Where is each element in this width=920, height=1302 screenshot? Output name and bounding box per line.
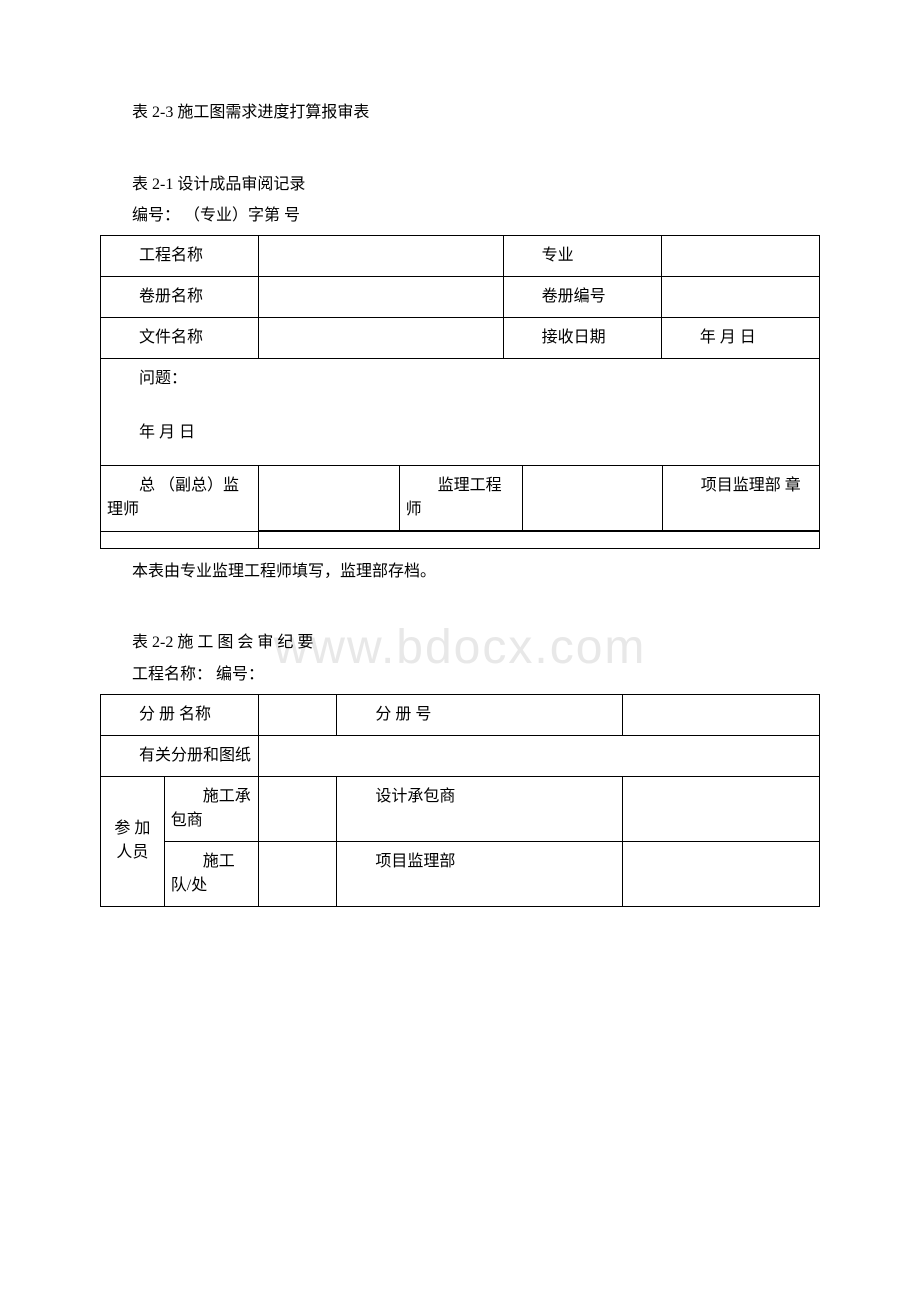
t2-r3c3 <box>258 776 337 841</box>
t1-r6c2 <box>259 531 820 548</box>
section3-title: 表 2-2 施 工 图 会 审 纪 要 <box>100 630 820 656</box>
t2-r1c2 <box>258 694 337 735</box>
t2-r4c2: 施工队/处 <box>164 841 258 906</box>
t1-r1c1: 工程名称 <box>101 235 259 276</box>
t2-r4c3 <box>258 841 337 906</box>
t1-r3c4: 年 月 日 <box>661 317 819 358</box>
t2-r1c4 <box>622 694 819 735</box>
section2-number: 编号： （专业）字第 号 <box>100 203 820 229</box>
t2-r3c5 <box>622 776 819 841</box>
section2-note: 本表由专业监理工程师填写，监理部存档。 <box>100 559 820 585</box>
t1-r2c3: 卷册编号 <box>503 276 661 317</box>
t1-r1c3: 专业 <box>503 235 661 276</box>
t1-r5c3: 监理工程师 <box>399 466 522 531</box>
t1-r5c1: 总 （副总）监理师 <box>101 465 259 531</box>
t2-r1c3: 分 册 号 <box>337 694 623 735</box>
t1-r3c3: 接收日期 <box>503 317 661 358</box>
t1-r5c2 <box>259 466 399 531</box>
t2-r3c1: 参 加 人员 <box>101 776 165 906</box>
t1-r2c4 <box>661 276 819 317</box>
t2-r3c4: 设计承包商 <box>337 776 623 841</box>
t2-r4c5 <box>622 841 819 906</box>
t1-r5c5: 项目监理部 章 <box>662 466 819 531</box>
t1-r2c2 <box>259 276 503 317</box>
t2-r2c1: 有关分册和图纸 <box>101 735 259 776</box>
t1-r2c1: 卷册名称 <box>101 276 259 317</box>
t2-r1c1: 分 册 名称 <box>101 694 259 735</box>
t1-r4-date: 年 月 日 <box>107 421 813 445</box>
t1-r3c1: 文件名称 <box>101 317 259 358</box>
t2-r2c2 <box>258 735 819 776</box>
t1-r4-problem: 问题： <box>107 367 813 391</box>
t2-r4c4: 项目监理部 <box>337 841 623 906</box>
t1-r1c2 <box>259 235 503 276</box>
t1-r5c4 <box>522 466 662 531</box>
t2-r3c2: 施工承包商 <box>164 776 258 841</box>
t1-r5-nested: 监理工程师 项目监理部 章 <box>259 465 820 531</box>
t1-r4: 问题： 年 月 日 <box>101 358 820 465</box>
table-2-2: 分 册 名称 分 册 号 有关分册和图纸 参 加 人员 施工承包商 设计承包商 … <box>100 694 820 907</box>
section3-subline: 工程名称： 编号： <box>100 662 820 688</box>
document-content: 表 2-3 施工图需求进度打算报审表 表 2-1 设计成品审阅记录 编号： （专… <box>100 100 820 907</box>
section2-title: 表 2-1 设计成品审阅记录 <box>100 172 820 198</box>
table-2-1: 工程名称 专业 卷册名称 卷册编号 文件名称 接收日期 年 月 日 问题： 年 … <box>100 235 820 549</box>
t1-r1c4 <box>661 235 819 276</box>
t1-r6c1 <box>101 531 259 548</box>
t1-r3c2 <box>259 317 503 358</box>
section1-title: 表 2-3 施工图需求进度打算报审表 <box>100 100 820 126</box>
